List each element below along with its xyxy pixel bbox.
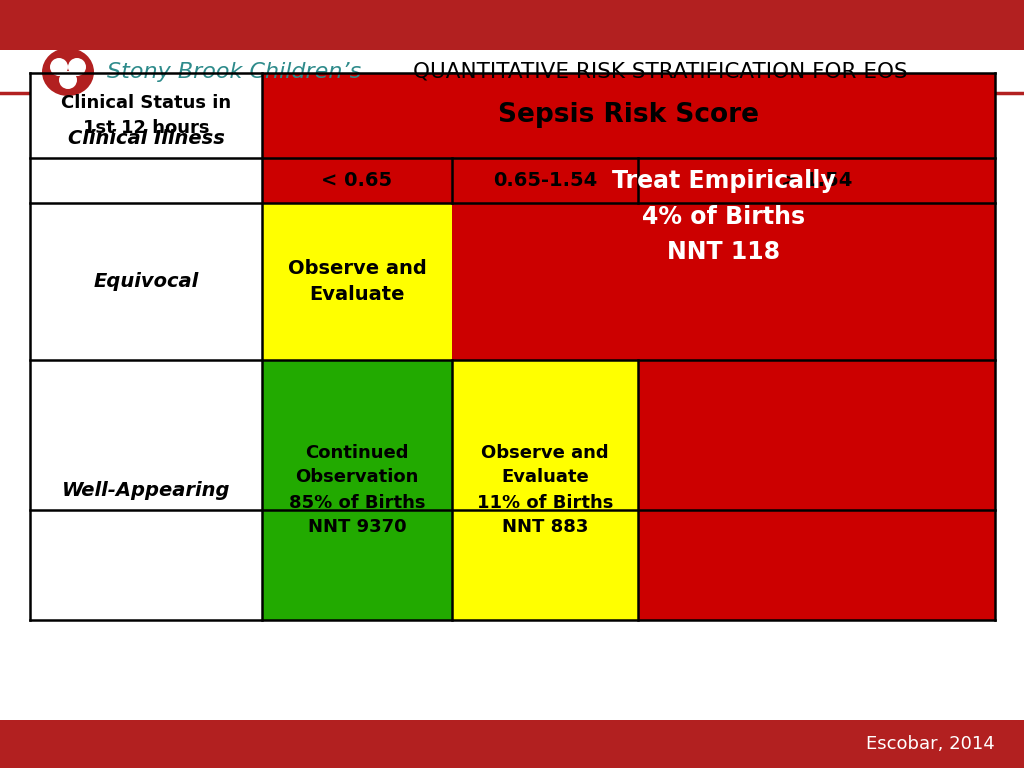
Text: < 0.65: < 0.65 bbox=[322, 171, 392, 190]
Circle shape bbox=[50, 58, 68, 76]
Bar bbox=[30, 73, 995, 620]
Bar bbox=[0, 0, 1024, 50]
Text: Clinical Status in
1st 12 hours: Clinical Status in 1st 12 hours bbox=[61, 94, 231, 137]
Text: Well-Appearing: Well-Appearing bbox=[61, 481, 230, 499]
Bar bbox=[0, 720, 1024, 768]
Text: Stony Brook Children’s: Stony Brook Children’s bbox=[106, 62, 361, 82]
Bar bbox=[262, 73, 995, 203]
Text: Observe and
Evaluate: Observe and Evaluate bbox=[288, 259, 426, 304]
Text: Equivocal: Equivocal bbox=[93, 272, 199, 291]
Text: Observe and
Evaluate
11% of Births
NNT 883: Observe and Evaluate 11% of Births NNT 8… bbox=[477, 443, 613, 537]
Text: Continued
Observation
85% of Births
NNT 9370: Continued Observation 85% of Births NNT … bbox=[289, 443, 425, 537]
Circle shape bbox=[68, 58, 86, 76]
Bar bbox=[638, 360, 995, 620]
Text: > 1.54: > 1.54 bbox=[781, 171, 852, 190]
Text: Clinical Illness: Clinical Illness bbox=[68, 128, 224, 147]
Text: QUANTITATIVE RISK STRATIFICATION FOR EOS: QUANTITATIVE RISK STRATIFICATION FOR EOS bbox=[413, 62, 907, 82]
Circle shape bbox=[59, 71, 77, 89]
Bar bbox=[452, 360, 638, 620]
Bar bbox=[262, 360, 452, 620]
Text: Sepsis Risk Score: Sepsis Risk Score bbox=[498, 102, 759, 128]
Bar bbox=[262, 203, 452, 360]
Text: Escobar, 2014: Escobar, 2014 bbox=[866, 735, 995, 753]
Text: Treat Empirically
4% of Births
NNT 118: Treat Empirically 4% of Births NNT 118 bbox=[611, 169, 836, 264]
Ellipse shape bbox=[42, 48, 94, 96]
Text: 0.65-1.54: 0.65-1.54 bbox=[493, 171, 597, 190]
Bar bbox=[452, 203, 995, 360]
